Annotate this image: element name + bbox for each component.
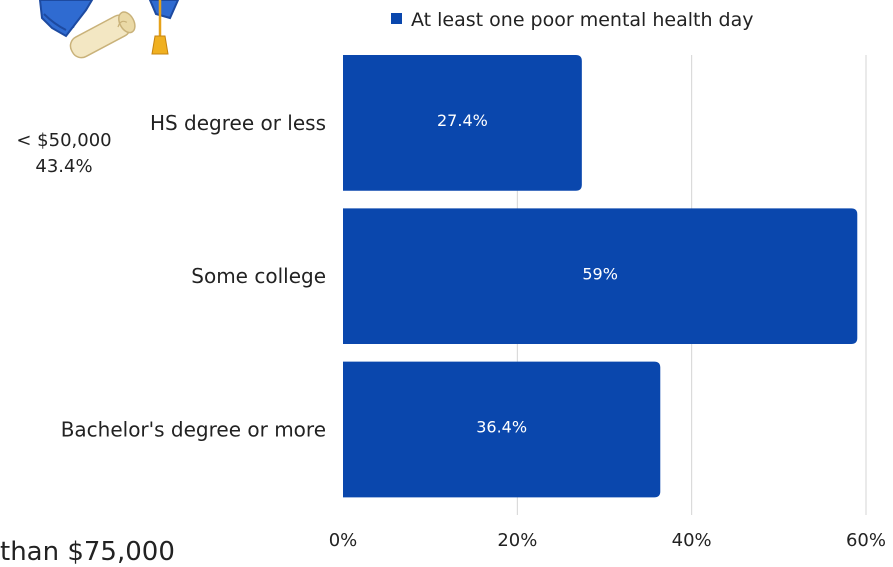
side-income-label: < $50,000 43.4% (0, 128, 128, 180)
bar (343, 55, 582, 191)
bar (343, 208, 858, 345)
x-tick-label: 0% (329, 530, 358, 548)
category-label: Some college (191, 264, 326, 288)
bar-data-label: 27.4% (437, 111, 488, 130)
category-label: HS degree or less (150, 111, 326, 135)
chart-legend: At least one poor mental health day (391, 9, 754, 31)
legend-swatch (391, 13, 402, 24)
x-tick-label: 40% (672, 530, 712, 548)
category-label: Bachelor's degree or more (61, 418, 326, 442)
x-tick-label: 60% (846, 530, 886, 548)
side-income-range: < $50,000 (16, 130, 112, 151)
education-bar-chart: At least one poor mental health day 27.4… (61, 9, 886, 548)
graduation-cap-diploma-icon (38, 0, 180, 59)
bar (343, 361, 661, 498)
legend-label: At least one poor mental health day (411, 9, 754, 31)
bar-data-label: 36.4% (476, 418, 527, 437)
side-income-value: 43.4% (35, 156, 93, 177)
x-tick-label: 20% (497, 530, 537, 548)
bar-data-label: 59% (582, 264, 618, 283)
